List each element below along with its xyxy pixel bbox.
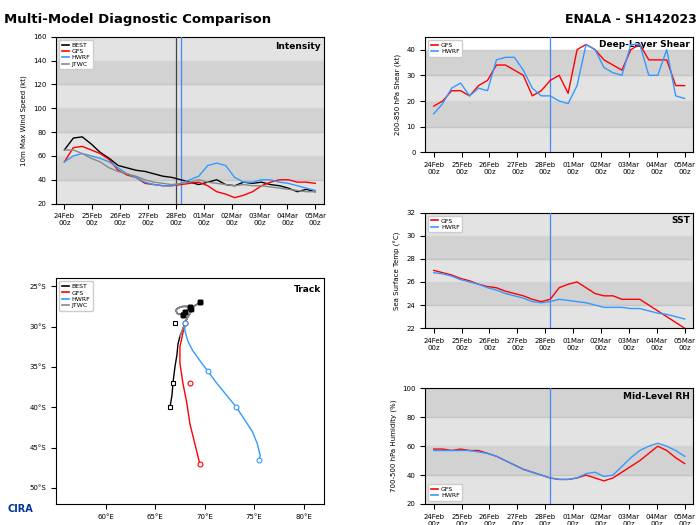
Bar (426, 75, 693, 101)
Bar (426, 127, 693, 152)
Y-axis label: 10m Max Wind Speed (kt): 10m Max Wind Speed (kt) (21, 75, 27, 165)
Bar (426, 475, 693, 504)
Legend: GFS, HWRF: GFS, HWRF (428, 40, 462, 57)
Legend: GFS, HWRF: GFS, HWRF (428, 216, 462, 233)
Bar (426, 388, 693, 417)
Bar (426, 446, 693, 475)
Bar (56, 132, 323, 156)
Y-axis label: Sea Surface Temp (°C): Sea Surface Temp (°C) (394, 231, 401, 310)
Bar (426, 417, 693, 446)
Text: Multi-Model Diagnostic Comparison: Multi-Model Diagnostic Comparison (4, 13, 271, 26)
Bar (426, 101, 693, 127)
Bar (426, 236, 693, 259)
Legend: BEST, GFS, HWRF, JTWC: BEST, GFS, HWRF, JTWC (59, 281, 93, 311)
Y-axis label: 200-850 hPa Shear (kt): 200-850 hPa Shear (kt) (395, 54, 401, 135)
Text: Intensity: Intensity (275, 42, 321, 51)
Legend: GFS, HWRF: GFS, HWRF (428, 484, 462, 501)
Bar (426, 259, 693, 282)
Bar (426, 213, 693, 236)
Text: ENALA - SH142023: ENALA - SH142023 (565, 13, 696, 26)
Bar (56, 85, 323, 108)
Bar (56, 60, 323, 85)
Bar (426, 305, 693, 328)
Text: Mid-Level RH: Mid-Level RH (624, 392, 690, 401)
Bar (426, 282, 693, 305)
Legend: BEST, GFS, HWRF, JTWC: BEST, GFS, HWRF, JTWC (59, 40, 93, 69)
Text: CIRA: CIRA (7, 505, 33, 514)
Bar (56, 37, 323, 60)
Y-axis label: 700-500 hPa Humidity (%): 700-500 hPa Humidity (%) (390, 400, 397, 492)
Bar (56, 180, 323, 204)
Text: Track: Track (294, 285, 321, 294)
Bar (56, 156, 323, 180)
Bar (56, 108, 323, 132)
Text: SST: SST (671, 216, 690, 225)
Bar (426, 49, 693, 75)
Text: Deep-Layer Shear: Deep-Layer Shear (599, 40, 690, 49)
